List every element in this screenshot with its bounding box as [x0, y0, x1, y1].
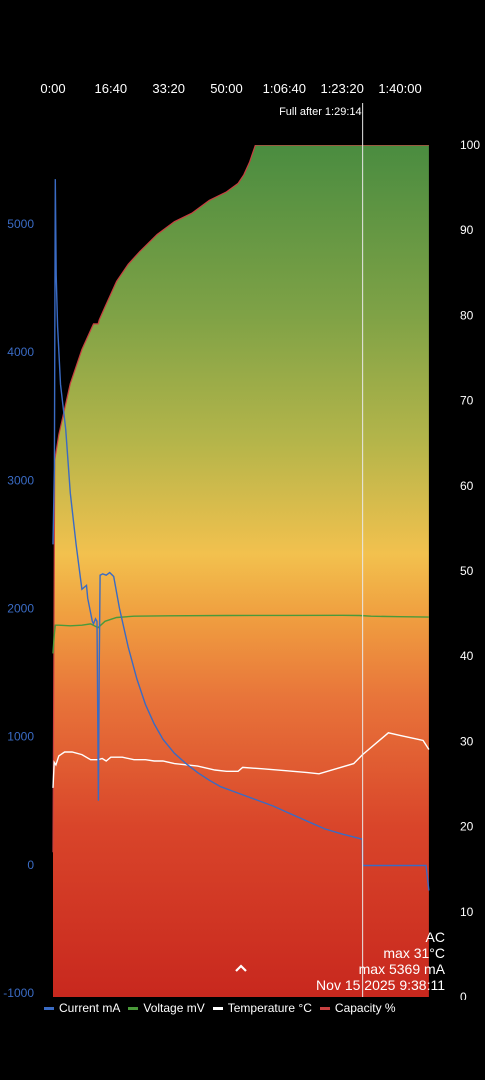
- right-tick-label: 50: [460, 564, 474, 578]
- current-line: [52, 179, 430, 891]
- info-timestamp: Nov 15 2025 9:38:11: [316, 977, 445, 993]
- x-tick-label: 0:00: [40, 81, 65, 96]
- x-tick-label: 33:20: [152, 81, 185, 96]
- right-tick-label: 60: [460, 479, 474, 493]
- right-tick-label: 10: [460, 905, 474, 919]
- left-tick-label: 1000: [7, 730, 34, 744]
- chevron-up-icon[interactable]: [233, 961, 249, 975]
- left-tick-label: 3000: [7, 473, 34, 487]
- x-tick-label: 1:40:00: [378, 81, 421, 96]
- right-tick-label: 20: [460, 820, 474, 834]
- legend-swatch-capacity: [319, 1006, 330, 1010]
- legend-label-capacity: Capacity %: [334, 1001, 396, 1015]
- left-axis-ticks: 5000 4000 3000 2000 1000 0 -1000: [3, 217, 34, 1000]
- legend-item-capacity: Capacity %: [319, 1001, 396, 1015]
- left-tick-label: 0: [27, 858, 34, 872]
- right-tick-label: 30: [460, 734, 474, 748]
- right-tick-label: 40: [460, 649, 474, 663]
- legend-label-temperature: Temperature °C: [227, 1001, 312, 1015]
- info-source: AC: [425, 929, 445, 945]
- right-tick-label: 0: [460, 990, 467, 1000]
- legend-label-current: Current mA: [59, 1001, 121, 1015]
- chart-legend: Current mA Voltage mV Temperature °C Cap…: [44, 1001, 404, 1015]
- x-tick-label: 1:06:40: [263, 81, 306, 96]
- legend-swatch-voltage: [128, 1006, 139, 1010]
- legend-label-voltage: Voltage mV: [143, 1001, 205, 1015]
- x-tick-label: 16:40: [95, 81, 128, 96]
- left-tick-label: 2000: [7, 602, 34, 616]
- right-tick-label: 100: [460, 138, 480, 152]
- left-tick-label: 4000: [7, 345, 34, 359]
- right-tick-label: 80: [460, 308, 474, 322]
- legend-item-current: Current mA: [44, 1001, 120, 1015]
- temperature-line: [52, 732, 430, 788]
- voltage-line: [52, 614, 429, 654]
- right-tick-label: 90: [460, 223, 474, 237]
- legend-item-temperature: Temperature °C: [212, 1001, 312, 1015]
- full-marker-label: Full after 1:29:14: [279, 106, 362, 118]
- right-tick-label: 70: [460, 394, 474, 408]
- info-max-current: max 5369 mA: [358, 961, 445, 977]
- legend-swatch-temperature: [212, 1006, 223, 1010]
- capacity-line: [52, 145, 429, 853]
- battery-chart: 0:00 16:40 33:20 50:00 1:06:40 1:23:20 1:40:00…: [3, 81, 480, 1000]
- left-tick-label: -1000: [3, 986, 34, 1000]
- x-tick-label: 1:23:20: [320, 81, 363, 96]
- legend-item-voltage: Voltage mV: [128, 1001, 205, 1015]
- left-tick-label: 5000: [7, 217, 34, 231]
- x-axis-ticks: 0:00 16:40 33:20 50:00 1:06:40 1:23:20 1:40:00: [40, 81, 421, 96]
- legend-swatch-current: [44, 1006, 54, 1010]
- x-tick-label: 50:00: [210, 81, 243, 96]
- capacity-area: [53, 145, 429, 997]
- info-max-temp: max 31°C: [383, 945, 445, 961]
